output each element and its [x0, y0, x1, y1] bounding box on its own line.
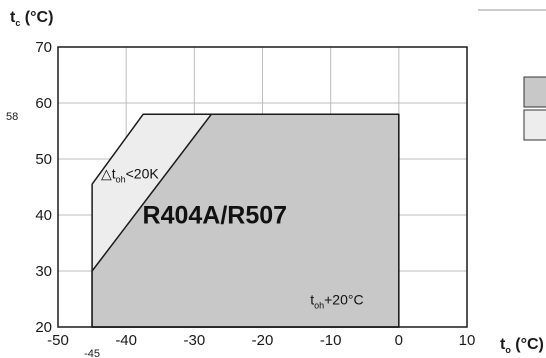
delta-rest: <20K [126, 166, 160, 182]
x-tick-label: 10 [459, 332, 476, 349]
plot-regions [91, 113, 400, 328]
plot-frame [57, 46, 468, 328]
delta-sub: oh [116, 175, 126, 185]
legend-swatch-main [523, 76, 546, 108]
x-axis-title-sub: o [505, 345, 511, 355]
superheat-main: t [310, 292, 314, 308]
superheat-annotation: toh+20°C [310, 292, 363, 311]
y-axis-title-unit: (°C) [20, 9, 53, 26]
x-axis-title-main: t [500, 336, 506, 353]
y-tick-label: 70 [35, 39, 52, 56]
x-tick-label: 0 [395, 332, 403, 349]
y-axis-title-main: t [10, 9, 16, 26]
y-tick-label: 60 [35, 95, 52, 112]
y-marker-label: 58 [6, 111, 18, 123]
y-tick-label: 20 [35, 319, 52, 336]
superheat-sub: oh [314, 301, 324, 311]
y-axis-title: tc (°C) [10, 9, 53, 28]
superheat-rest: +20°C [324, 292, 363, 308]
y-tick-label: 30 [35, 263, 52, 280]
x-marker-label: -45 [84, 348, 100, 358]
x-axis-title: to (°C) [500, 336, 544, 355]
region-label: R404A/R507 [143, 201, 288, 229]
x-tick-label: -50 [47, 332, 69, 349]
legend [478, 9, 546, 141]
y-tick-label: 40 [35, 207, 52, 224]
tick-labels: -50 -40 -30 -20 -10 0 10 20 30 40 50 60 70 [35, 39, 475, 349]
x-tick-label: -20 [252, 332, 274, 349]
x-tick-label: -40 [115, 332, 137, 349]
x-tick-label: -30 [183, 332, 205, 349]
y-tick-label: 50 [35, 151, 52, 168]
x-axis-title-unit: (°C) [511, 336, 544, 353]
legend-swatch-outer [523, 109, 546, 141]
plot-border [57, 46, 468, 328]
superheat-delta-annotation: △toh<20K [101, 166, 159, 185]
delta-main: △t [101, 166, 116, 182]
y-axis-title-sub: c [15, 18, 20, 28]
x-tick-label: -10 [320, 332, 342, 349]
